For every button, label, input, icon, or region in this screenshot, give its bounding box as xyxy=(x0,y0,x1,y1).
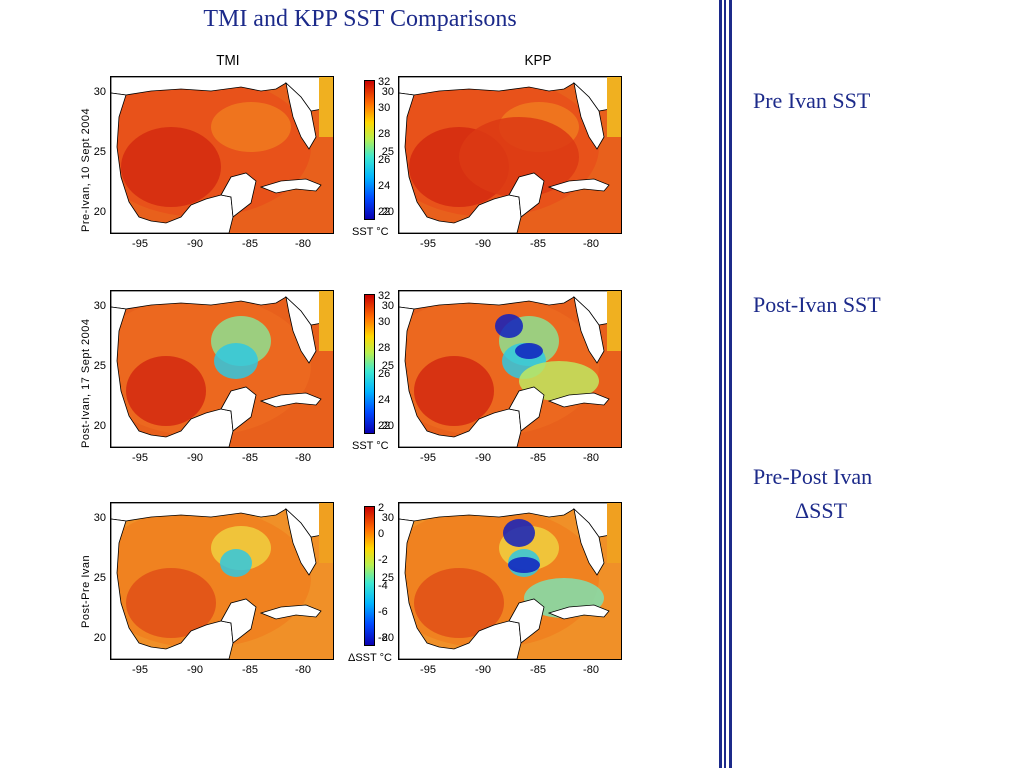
x-tick-label: -80 xyxy=(295,664,311,676)
x-tick-label: -95 xyxy=(420,664,436,676)
x-tick-label: -80 xyxy=(583,238,599,250)
side-label-pre-ivan: Pre Ivan SST xyxy=(753,88,871,113)
side-label-diff-line2: ΔSST xyxy=(795,498,848,523)
colorbar-tick-label: 32 xyxy=(378,290,391,302)
x-tick-label: -95 xyxy=(420,238,436,250)
column-heading-tmi: TMI xyxy=(216,52,240,69)
side-label-diff-line1: Pre-Post Ivan xyxy=(753,464,873,489)
y-tick-label: 25 xyxy=(93,572,106,584)
y-tick-label: 25 xyxy=(93,360,106,372)
x-tick-label: -80 xyxy=(295,238,311,250)
colorbar-tick-label: 26 xyxy=(378,154,391,166)
colorbar-tick-label: -8 xyxy=(378,632,388,644)
x-tick-label: -90 xyxy=(475,452,491,464)
x-tick-label: -80 xyxy=(583,664,599,676)
y-tick-label: 30 xyxy=(381,512,394,524)
colorbar-unit-label: ΔSST °C xyxy=(348,652,392,664)
kpp-map-row-3 xyxy=(398,502,622,660)
tmi-map-row-1 xyxy=(110,76,334,234)
y-tick-label: 20 xyxy=(93,420,106,432)
y-tick-label: 25 xyxy=(381,146,394,158)
colorbar-tick-label: 22 xyxy=(378,420,391,432)
x-tick-label: -90 xyxy=(475,664,491,676)
colorbar-tick-label: -6 xyxy=(378,606,388,618)
x-tick-label: -90 xyxy=(475,238,491,250)
x-tick-label: -85 xyxy=(530,238,546,250)
y-tick-label: 20 xyxy=(93,632,106,644)
tmi-map-row-2 xyxy=(110,290,334,448)
x-tick-label: -85 xyxy=(242,238,258,250)
x-tick-label: -80 xyxy=(295,452,311,464)
y-tick-label: 20 xyxy=(381,632,394,644)
tmi-map-row-3 xyxy=(110,502,334,660)
colorbar-row-3 xyxy=(364,506,375,646)
x-tick-label: -90 xyxy=(187,238,203,250)
y-tick-label: 20 xyxy=(381,206,394,218)
y-tick-label: 25 xyxy=(381,360,394,372)
kpp-map-row-2 xyxy=(398,290,622,448)
colorbar-tick-label: 28 xyxy=(378,342,391,354)
x-tick-label: -85 xyxy=(242,664,258,676)
colorbar-tick-label: 28 xyxy=(378,128,391,140)
y-tick-label: 30 xyxy=(381,300,394,312)
x-tick-label: -95 xyxy=(132,452,148,464)
row-label-diff: Post-Pre Ivan xyxy=(80,554,92,628)
x-tick-label: -95 xyxy=(132,664,148,676)
colorbar-tick-label: 26 xyxy=(378,368,391,380)
x-tick-label: -90 xyxy=(187,664,203,676)
colorbar-tick-label: 32 xyxy=(378,76,391,88)
x-tick-label: -95 xyxy=(132,238,148,250)
colorbar-tick-label: 0 xyxy=(378,528,385,540)
x-tick-label: -90 xyxy=(187,452,203,464)
x-tick-label: -85 xyxy=(242,452,258,464)
y-tick-label: 30 xyxy=(93,512,106,524)
x-tick-label: -85 xyxy=(530,452,546,464)
y-tick-label: 30 xyxy=(93,300,106,312)
colorbar-tick-label: 2 xyxy=(378,502,385,514)
colorbar-tick-label: 30 xyxy=(378,102,391,114)
colorbar-tick-label: -2 xyxy=(378,554,388,566)
slide-title: TMI and KPP SST Comparisons xyxy=(203,6,517,32)
colorbar-unit-label: SST °C xyxy=(352,440,389,452)
colorbar-tick-label: 24 xyxy=(378,394,391,406)
x-tick-label: -85 xyxy=(530,664,546,676)
colorbar-unit-label: SST °C xyxy=(352,226,389,238)
colorbar-row-1 xyxy=(364,80,375,220)
kpp-map-row-1 xyxy=(398,76,622,234)
y-tick-label: 20 xyxy=(381,420,394,432)
x-tick-label: -80 xyxy=(583,452,599,464)
side-label-post-ivan: Post-Ivan SST xyxy=(753,292,881,317)
y-tick-label: 25 xyxy=(381,572,394,584)
x-tick-label: -95 xyxy=(420,452,436,464)
colorbar-tick-label: 22 xyxy=(378,206,391,218)
colorbar-tick-label: 24 xyxy=(378,180,391,192)
colorbar-row-2 xyxy=(364,294,375,434)
y-tick-label: 30 xyxy=(381,86,394,98)
colorbar-tick-label: 30 xyxy=(378,316,391,328)
y-tick-label: 20 xyxy=(93,206,106,218)
column-heading-kpp: KPP xyxy=(524,52,552,69)
y-tick-label: 25 xyxy=(93,146,106,158)
y-tick-label: 30 xyxy=(93,86,106,98)
colorbar-tick-label: -4 xyxy=(378,580,388,592)
vertical-divider xyxy=(719,0,732,768)
